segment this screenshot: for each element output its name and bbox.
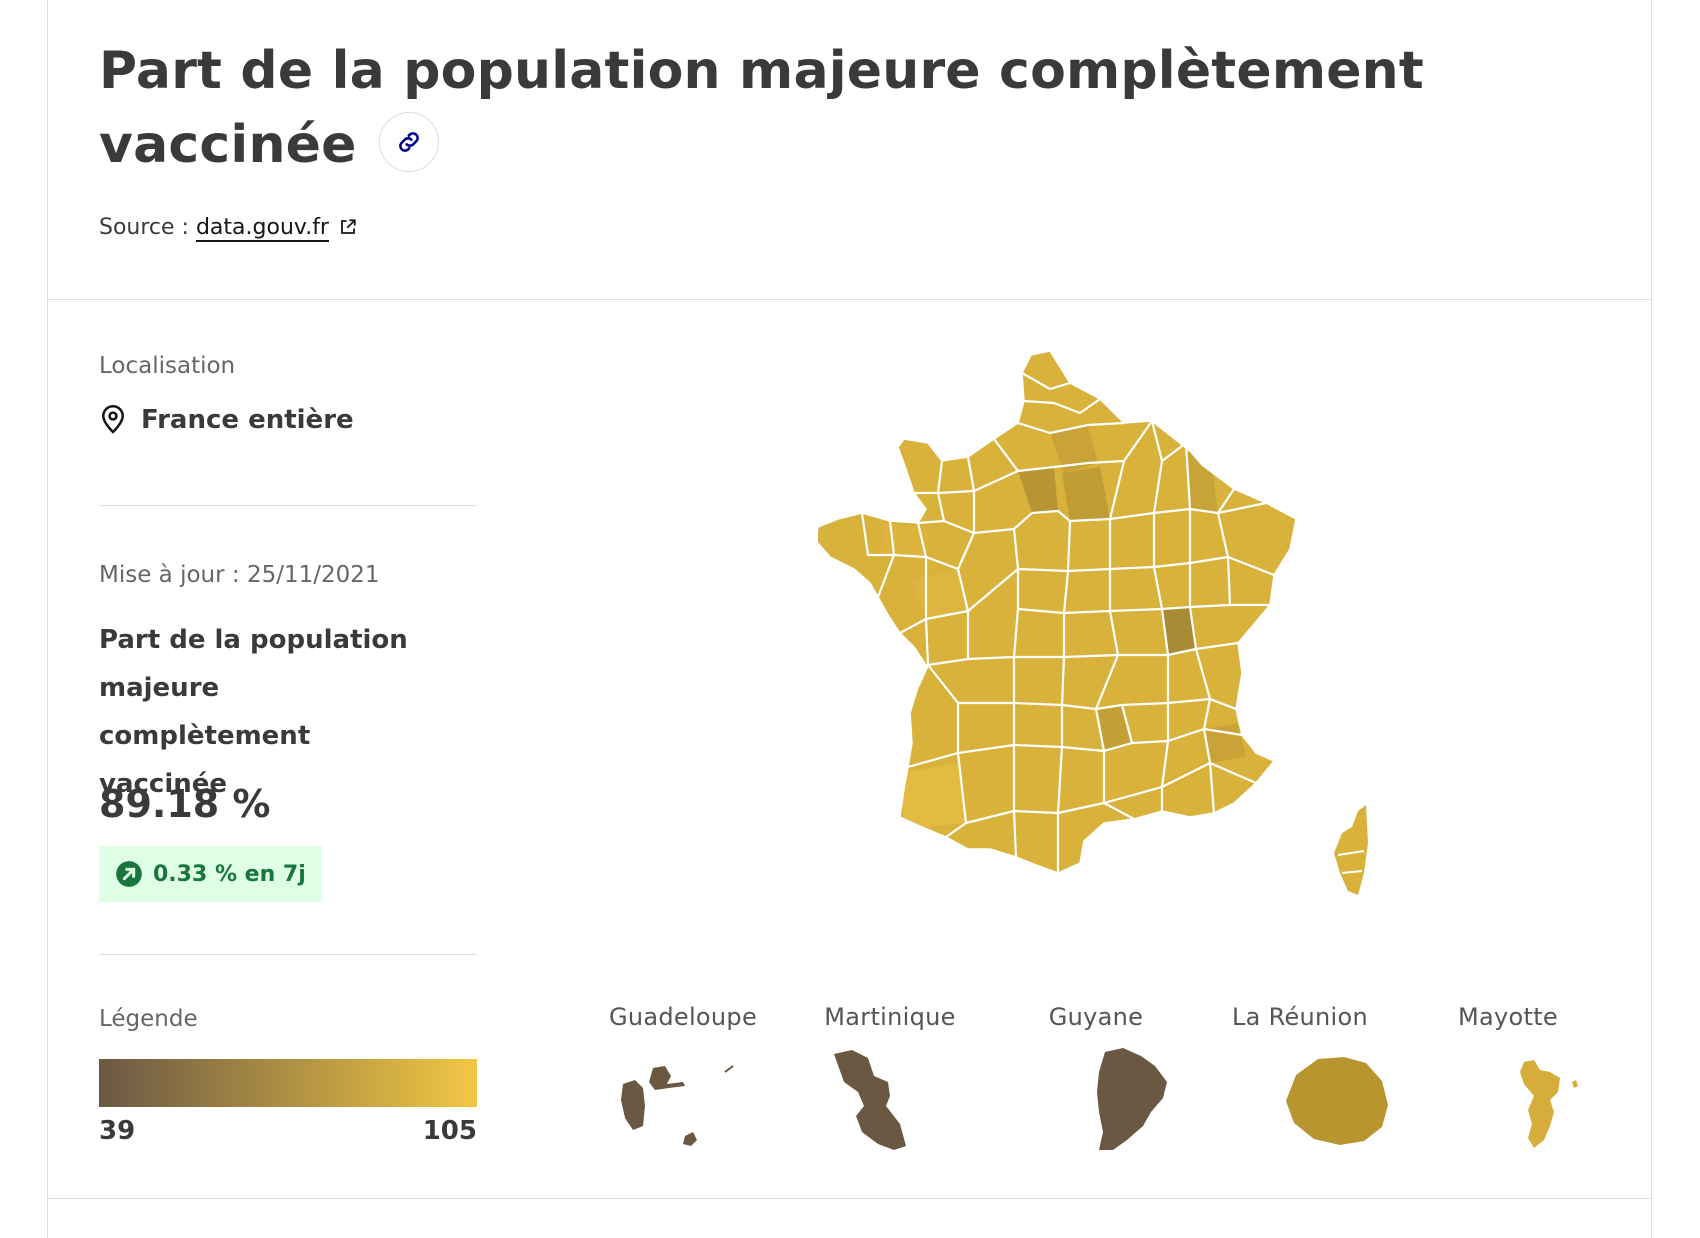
indicator-value: 89.18 %: [99, 782, 271, 826]
location-pin-icon: [102, 405, 124, 434]
location-value[interactable]: France entière: [99, 404, 354, 436]
overseas-label-reunion: La Réunion: [1231, 1003, 1369, 1031]
source-link[interactable]: data.gouv.fr: [196, 215, 357, 240]
france-map[interactable]: [818, 343, 1418, 943]
trend-badge: 0.33 % en 7j: [99, 846, 322, 902]
legend-label: Légende: [99, 1006, 198, 1032]
copy-link-button[interactable]: [378, 112, 439, 172]
source-line: Source : data.gouv.fr: [99, 215, 357, 240]
department[interactable]: [1050, 425, 1098, 473]
external-link-icon: [341, 219, 356, 234]
indicator-name: Part de la population majeure complèteme…: [99, 625, 408, 799]
location-value-text: France entière: [141, 405, 354, 435]
page-title-text: Part de la population majeure complèteme…: [99, 41, 1424, 175]
mayotte-map[interactable]: [1510, 1048, 1590, 1152]
card-header: Part de la population majeure complèteme…: [48, 0, 1651, 300]
trend-text: 0.33 % en 7j: [153, 861, 306, 887]
guyane-shape: [1097, 1048, 1167, 1150]
department[interactable]: [1162, 607, 1196, 655]
martinique-map[interactable]: [828, 1046, 938, 1156]
update-date: Mise à jour : 25/11/2021: [99, 562, 380, 588]
department[interactable]: [1018, 467, 1058, 513]
reunion-shape: [1286, 1057, 1388, 1145]
overseas-label-martinique: Martinique: [824, 1003, 956, 1031]
overseas-label-mayotte: Mayotte: [1458, 1003, 1558, 1031]
divider: [99, 954, 477, 955]
legend-min: 39: [99, 1116, 136, 1146]
map-base: [818, 351, 1296, 873]
link-icon: [398, 132, 419, 152]
source-link-text: data.gouv.fr: [195, 215, 329, 240]
department[interactable]: [1062, 467, 1110, 521]
guadeloupe-shape: [621, 1066, 697, 1146]
guadeloupe-map[interactable]: [613, 1048, 743, 1148]
martinique-shape: [834, 1050, 906, 1150]
location-label: Localisation: [99, 353, 236, 379]
trend-up-arrow-icon: [116, 861, 142, 887]
legend-gradient: [99, 1059, 477, 1107]
overseas-label-guyane: Guyane: [1048, 1003, 1144, 1031]
page-title: Part de la population majeure complèteme…: [99, 34, 1429, 182]
card-bottom-divider: [48, 1198, 1651, 1199]
legend-max: 105: [422, 1116, 477, 1146]
department[interactable]: [1096, 705, 1132, 751]
department[interactable]: [1186, 443, 1218, 513]
departments: [818, 351, 1296, 873]
department-borders: [860, 372, 1275, 873]
indicator-card: Part de la population majeure complèteme…: [47, 0, 1652, 1238]
divider: [99, 505, 477, 506]
overseas-label-guadeloupe: Guadeloupe: [608, 1003, 758, 1031]
mayotte-shape: [1520, 1060, 1578, 1148]
source-prefix: Source :: [99, 215, 196, 240]
corsica-borders: [1337, 850, 1365, 874]
reunion-map[interactable]: [1282, 1053, 1392, 1147]
corsica[interactable]: [1334, 805, 1368, 895]
department[interactable]: [900, 763, 966, 829]
guyane-map[interactable]: [1093, 1046, 1173, 1152]
guadeloupe-islet: [724, 1065, 734, 1073]
